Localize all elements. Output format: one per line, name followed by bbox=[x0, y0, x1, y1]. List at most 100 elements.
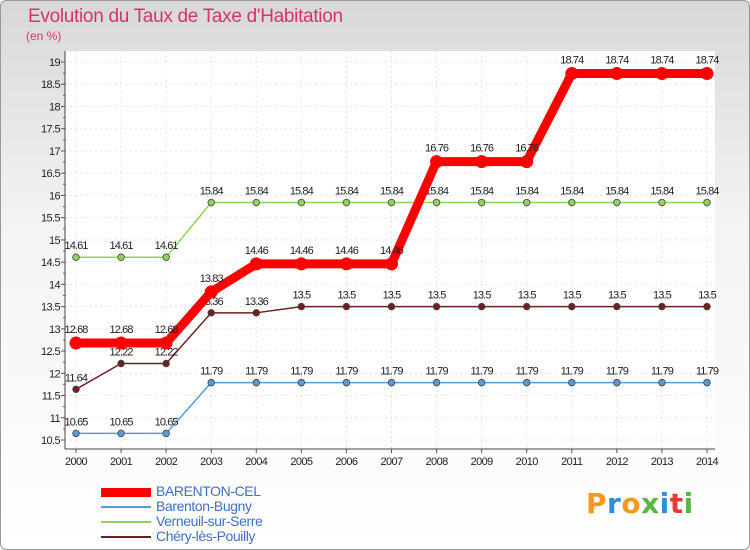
data-label: 10.65 bbox=[110, 416, 134, 428]
data-label: 13.5 bbox=[383, 290, 402, 302]
data-label: 10.65 bbox=[155, 416, 179, 428]
data-label: 13.83 bbox=[200, 273, 224, 285]
data-label: 14.46 bbox=[245, 245, 269, 257]
data-point bbox=[387, 198, 396, 207]
data-label: 15.84 bbox=[695, 186, 719, 198]
data-point bbox=[207, 378, 215, 387]
data-point bbox=[658, 302, 666, 311]
legend-label: BARENTON-CEL bbox=[156, 483, 261, 499]
data-label: 15.84 bbox=[380, 186, 404, 198]
data-label: 14.61 bbox=[110, 240, 134, 252]
data-label: 11.79 bbox=[606, 366, 629, 378]
data-label: 11.79 bbox=[290, 366, 313, 378]
logo-letter: r bbox=[607, 487, 622, 520]
x-tick-label: 2006 bbox=[335, 456, 358, 468]
data-label: 16.76 bbox=[425, 143, 449, 155]
data-label: 13.5 bbox=[292, 290, 311, 302]
data-label: 16.76 bbox=[515, 143, 539, 155]
x-tick-label: 2013 bbox=[651, 456, 674, 468]
data-point bbox=[207, 309, 215, 317]
data-point bbox=[339, 257, 353, 271]
data-point bbox=[655, 67, 669, 81]
logo-letter: i bbox=[659, 487, 670, 520]
data-point bbox=[613, 198, 621, 207]
legend-label: Chéry-lès-Pouilly bbox=[156, 528, 256, 544]
data-label: 14.46 bbox=[335, 245, 359, 257]
y-tick-label: 12.5 bbox=[41, 346, 60, 358]
data-point bbox=[162, 359, 170, 368]
legend-swatch bbox=[101, 487, 151, 497]
data-point bbox=[477, 378, 486, 387]
data-point bbox=[385, 257, 398, 271]
data-point bbox=[432, 198, 441, 207]
data-label: 13.5 bbox=[473, 290, 492, 302]
legend-label: Verneuil-sur-Serre bbox=[156, 513, 263, 529]
data-label: 18.74 bbox=[605, 55, 629, 67]
data-label: 12.22 bbox=[110, 347, 134, 359]
y-tick-label: 15.5 bbox=[41, 213, 60, 225]
data-label: 13.5 bbox=[653, 290, 672, 302]
data-label: 13.5 bbox=[518, 290, 537, 302]
data-label: 13.5 bbox=[608, 290, 627, 302]
data-point bbox=[72, 385, 80, 394]
data-point bbox=[475, 155, 489, 169]
y-tick-label: 11 bbox=[50, 413, 61, 425]
y-tick-label: 17 bbox=[49, 146, 61, 158]
data-point bbox=[430, 155, 444, 169]
data-point bbox=[523, 302, 531, 311]
data-label: 13.36 bbox=[245, 296, 269, 308]
data-label: 15.84 bbox=[560, 186, 584, 198]
legend-swatch bbox=[101, 506, 151, 508]
data-label: 11.64 bbox=[65, 372, 88, 384]
data-label: 11.79 bbox=[696, 366, 719, 378]
x-tick-label: 2003 bbox=[200, 456, 223, 468]
data-point bbox=[703, 198, 711, 207]
data-point bbox=[297, 198, 306, 207]
data-point bbox=[252, 309, 260, 317]
x-tick-label: 2009 bbox=[471, 456, 494, 468]
logo-letter: t bbox=[669, 487, 684, 520]
data-label: 15.84 bbox=[470, 186, 494, 198]
data-label: 15.84 bbox=[245, 186, 269, 198]
data-point bbox=[162, 429, 170, 438]
data-point bbox=[432, 302, 441, 311]
data-label: 15.84 bbox=[290, 186, 314, 198]
data-label: 15.84 bbox=[425, 186, 449, 198]
data-label: 14.46 bbox=[380, 245, 404, 257]
data-label: 11.79 bbox=[471, 366, 494, 378]
logo-letter: o bbox=[621, 487, 642, 520]
data-point bbox=[477, 302, 486, 311]
data-point bbox=[703, 302, 711, 311]
legend-swatch bbox=[101, 521, 151, 523]
x-tick-label: 2002 bbox=[155, 456, 178, 468]
data-label: 15.84 bbox=[200, 186, 224, 198]
data-point bbox=[69, 336, 83, 350]
data-point bbox=[658, 378, 666, 387]
data-label: 15.84 bbox=[335, 186, 359, 198]
y-tick-label: 17.5 bbox=[41, 124, 60, 136]
data-point bbox=[700, 67, 714, 81]
data-label: 14.61 bbox=[64, 240, 88, 252]
data-label: 11.79 bbox=[335, 366, 358, 378]
data-label: 12.68 bbox=[155, 324, 179, 336]
logo-letter: x bbox=[641, 487, 660, 520]
data-point bbox=[568, 302, 576, 311]
x-tick-label: 2010 bbox=[516, 456, 539, 468]
data-point bbox=[523, 378, 531, 387]
x-tick-label: 2005 bbox=[290, 456, 313, 468]
data-label: 11.79 bbox=[245, 366, 268, 378]
y-tick-label: 16.5 bbox=[41, 168, 60, 180]
y-tick-label: 18 bbox=[49, 101, 61, 113]
data-label: 12.68 bbox=[110, 324, 134, 336]
y-tick-label: 13.5 bbox=[41, 302, 60, 314]
data-point bbox=[159, 336, 173, 350]
data-point bbox=[613, 302, 621, 311]
y-tick-label: 10.5 bbox=[41, 435, 60, 447]
y-tick-label: 14.5 bbox=[41, 257, 60, 269]
x-tick-label: 2000 bbox=[65, 456, 88, 468]
data-point bbox=[342, 198, 351, 207]
x-tick-label: 2004 bbox=[245, 456, 268, 468]
x-tick-label: 2012 bbox=[606, 456, 629, 468]
data-label: 18.74 bbox=[650, 55, 674, 67]
